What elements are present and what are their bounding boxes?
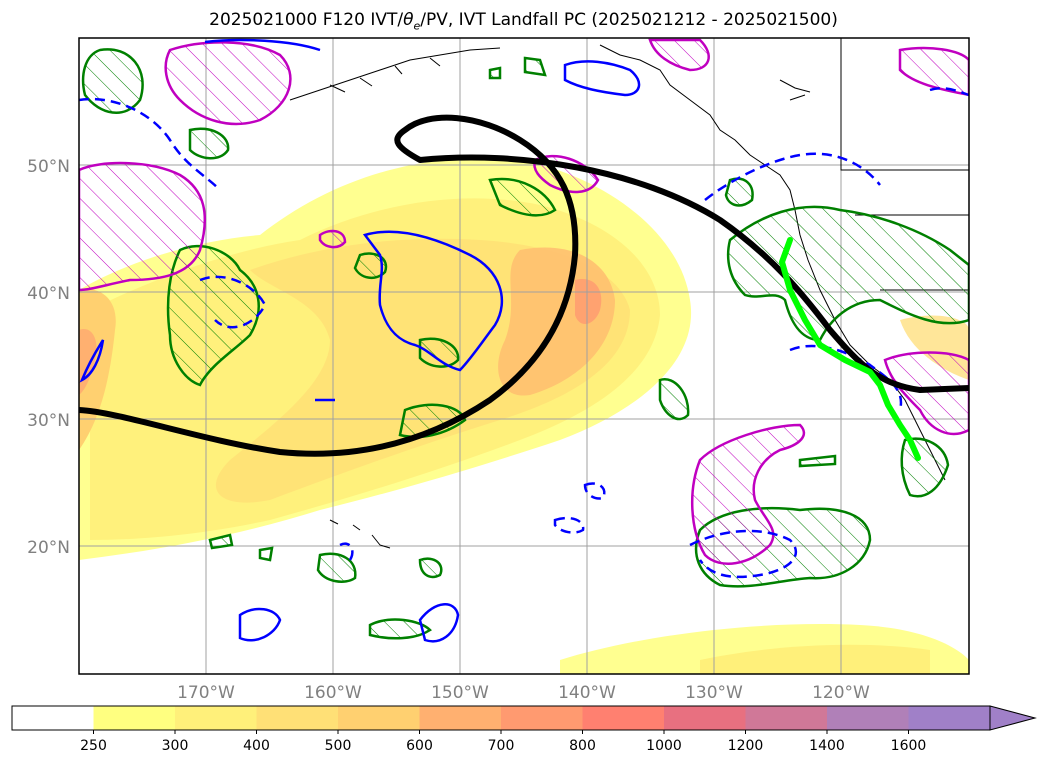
colorbar-segment bbox=[419, 706, 502, 730]
colorbar-tick-label: 300 bbox=[162, 738, 189, 754]
colorbar-tick-label: 1200 bbox=[728, 738, 764, 754]
colorbar-tick-label: 500 bbox=[325, 738, 352, 754]
colorbar-tick-label: 1400 bbox=[809, 738, 845, 754]
colorbar-segment bbox=[501, 706, 583, 730]
lat-label-50: 50°N bbox=[27, 157, 70, 177]
lon-label-170w: 170°W bbox=[177, 683, 235, 703]
landfall-line bbox=[779, 237, 921, 461]
colorbar-tick-label: 1000 bbox=[646, 738, 682, 754]
colorbar-tick-label: 600 bbox=[406, 738, 433, 754]
pv-negative-contours bbox=[79, 38, 641, 643]
colorbar-segment bbox=[827, 706, 909, 730]
colorbar-segment bbox=[338, 706, 420, 730]
colorbar-segment bbox=[12, 706, 94, 730]
colorbar-segment bbox=[908, 706, 991, 730]
lon-label-150w: 150°W bbox=[431, 683, 489, 703]
plot-frame bbox=[78, 37, 970, 675]
colorbar-segment bbox=[745, 706, 828, 730]
latitude-labels: 50°N 40°N 30°N 20°N bbox=[27, 157, 70, 558]
lon-label-130w: 130°W bbox=[685, 683, 743, 703]
colorbar-tick-label: 800 bbox=[569, 738, 596, 754]
longitude-labels: 170°W 160°W 150°W 140°W 130°W 120°W bbox=[177, 683, 870, 703]
steering-line bbox=[79, 114, 969, 457]
pv-positive-contours bbox=[79, 38, 969, 565]
colorbar-tick-label: 700 bbox=[488, 738, 515, 754]
colorbar-tick-label: 400 bbox=[243, 738, 270, 754]
colorbar bbox=[11, 705, 1037, 731]
colorbar-segment bbox=[582, 706, 665, 730]
colorbar-tick-label: 250 bbox=[80, 738, 107, 754]
lon-label-120w: 120°W bbox=[812, 683, 870, 703]
lon-label-140w: 140°W bbox=[558, 683, 616, 703]
colorbar-extend-arrow bbox=[989, 705, 1037, 731]
map-title: 2025021000 F120 IVT/θe/PV, IVT Landfall … bbox=[209, 10, 838, 33]
pv-negative-dashed-contours bbox=[79, 87, 969, 579]
colorbar-segment bbox=[93, 706, 176, 730]
lat-label-30: 30°N bbox=[27, 411, 70, 431]
colorbar-segment bbox=[664, 706, 746, 730]
lon-label-160w: 160°W bbox=[304, 683, 362, 703]
lat-label-40: 40°N bbox=[27, 284, 70, 304]
lat-label-20: 20°N bbox=[27, 538, 70, 558]
colorbar-labels: 250 300 400 500 600 700 800 1000 1200 1400 1600 bbox=[80, 730, 926, 754]
colorbar-segment bbox=[175, 706, 257, 730]
colorbar-segment bbox=[256, 706, 339, 730]
colorbar-tick-label: 1600 bbox=[891, 738, 927, 754]
